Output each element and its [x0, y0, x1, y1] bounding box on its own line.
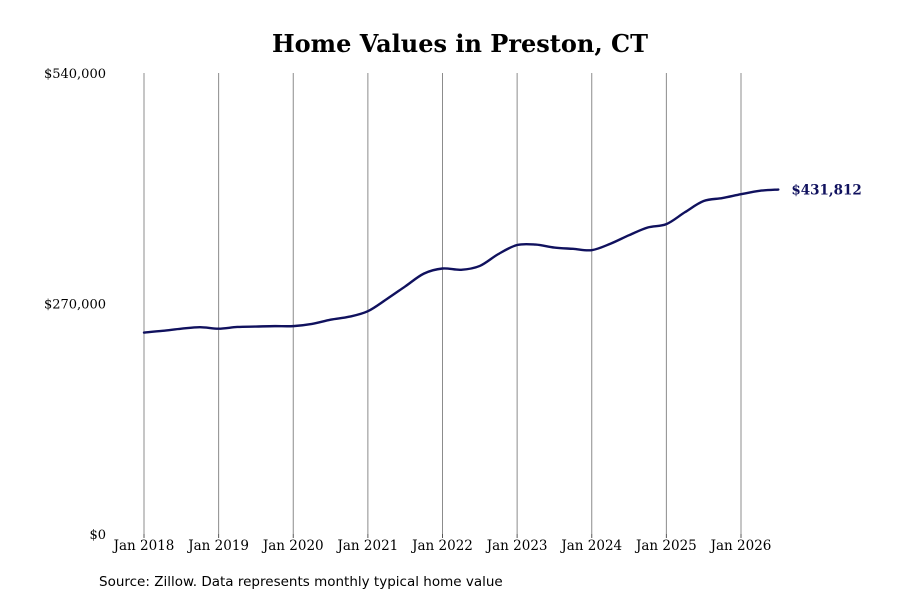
y-tick-label: $270,000 — [44, 298, 106, 313]
source-note: Source: Zillow. Data represents monthly … — [99, 574, 503, 590]
x-tick-label: Jan 2024 — [559, 538, 622, 554]
x-tick-label: Jan 2026 — [709, 538, 772, 554]
y-tick-label: $0 — [89, 528, 106, 543]
x-tick-label: Jan 2022 — [410, 538, 473, 554]
x-tick-label: Jan 2023 — [485, 538, 548, 554]
x-tick-label: Jan 2025 — [634, 538, 697, 554]
chart-title: Home Values in Preston, CT — [272, 29, 648, 58]
series-line — [142, 188, 780, 334]
y-tick-label: $540,000 — [44, 67, 106, 82]
x-tick-label: Jan 2019 — [186, 538, 249, 554]
x-tick-label: Jan 2018 — [112, 538, 175, 554]
end-value-label: $431,812 — [791, 183, 861, 199]
x-tick-label: Jan 2021 — [335, 538, 398, 554]
x-tick-label: Jan 2020 — [261, 538, 324, 554]
